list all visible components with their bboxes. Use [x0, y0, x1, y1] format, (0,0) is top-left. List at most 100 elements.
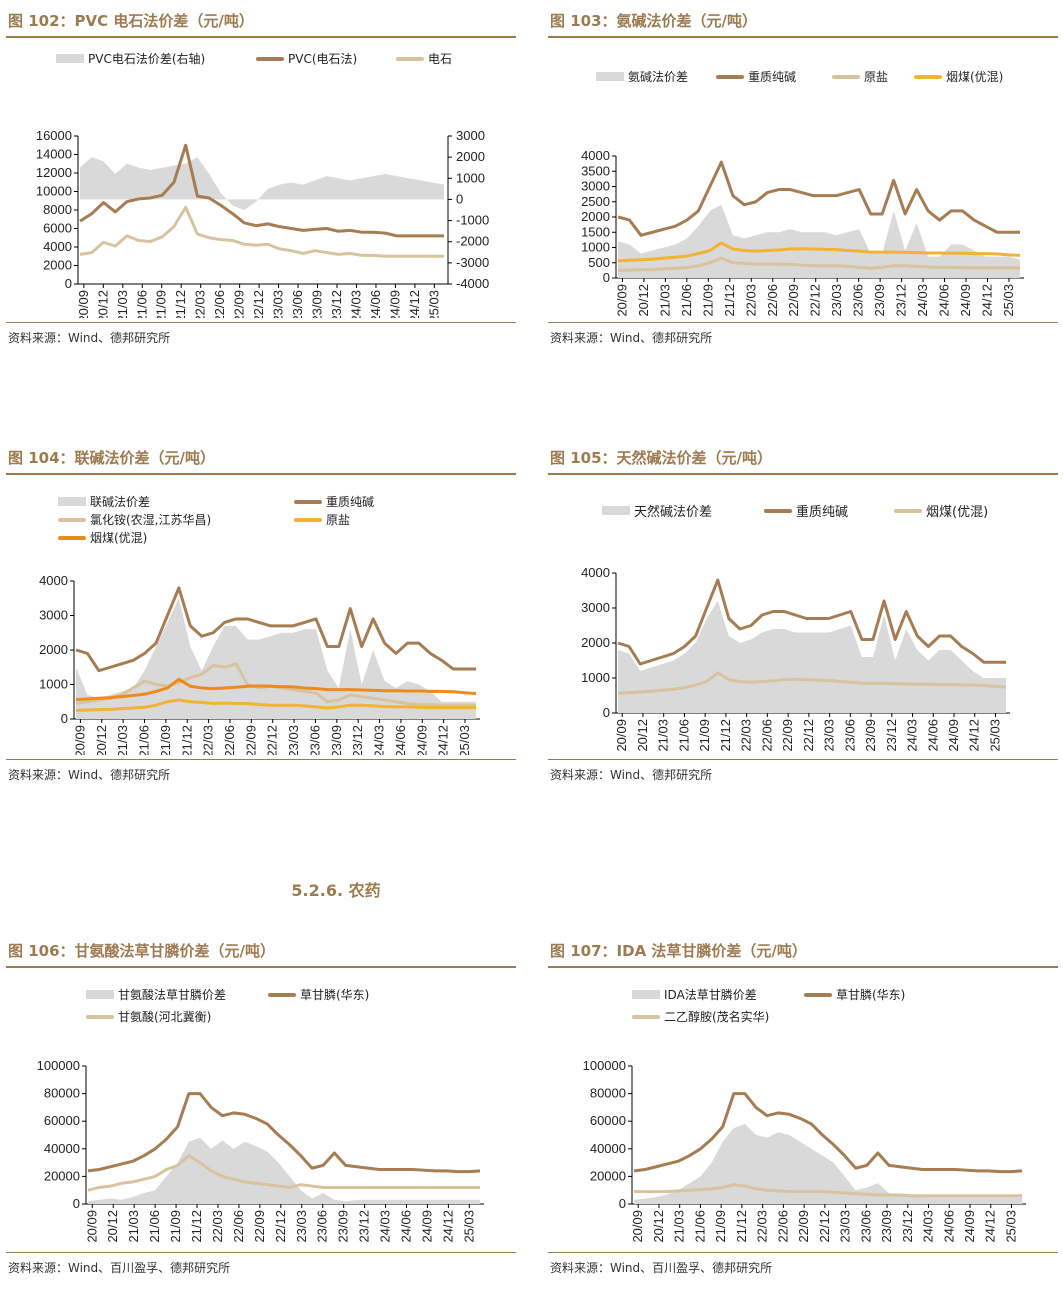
- x-tick-label: 21/06: [137, 725, 152, 755]
- x-tick-label: 23/09: [872, 284, 887, 317]
- figure-title: 图 107：IDA 法草甘膦价差（元/吨）: [550, 942, 807, 960]
- x-tick-label: 22/03: [210, 1210, 225, 1243]
- x-tick-label: 24/12: [979, 284, 994, 317]
- legend-item-spread: 甘氨酸法草甘膦价差: [86, 986, 226, 1003]
- title-rule: [6, 473, 516, 475]
- chart: 氨碱法价差 重质纯碱 原盐 烟煤(优混) 0 500 1000 1500 2000 250…: [548, 38, 1058, 318]
- x-tick-label: 21/12: [734, 1210, 749, 1243]
- legend-swatch: [58, 535, 86, 540]
- y-tick-label-right: -3000: [456, 255, 489, 270]
- chart: 联碱法价差 重质纯碱 氯化铵(农湿,江苏华昌) 原盐 烟煤(优混) 0 1000 2…: [6, 475, 516, 755]
- legend-item-spread: 天然碱法价差: [602, 501, 712, 520]
- legend-swatch: [914, 74, 942, 79]
- legend-item-coal: 烟煤(优混): [894, 501, 988, 520]
- y-tick-label: 2500: [581, 194, 610, 209]
- y-tick-label-right: -1000: [456, 213, 489, 228]
- y-tick-label: 0: [65, 276, 72, 291]
- y-tick-label: 2000: [43, 258, 72, 273]
- x-tick-label: 24/09: [414, 725, 429, 755]
- x-tick-label: 23/03: [286, 725, 301, 755]
- y-tick-label: 4000: [581, 148, 610, 163]
- x-tick-label: 22/09: [786, 284, 801, 317]
- x-tick-label: 22/12: [801, 719, 816, 752]
- y-tick-label: 3500: [581, 163, 610, 178]
- series-line-1: [617, 160, 1020, 237]
- x-tick-label: 21/03: [656, 719, 671, 752]
- y-tick-label: 40000: [590, 1141, 626, 1156]
- legend-swatch: [632, 1014, 660, 1019]
- title-rule: [6, 966, 516, 968]
- x-tick-label: 23/03: [271, 290, 286, 318]
- y-tick-label: 1500: [581, 224, 610, 239]
- x-tick-label: 23/03: [822, 719, 837, 752]
- series-line-1: [79, 143, 444, 238]
- x-tick-label: 23/09: [863, 719, 878, 752]
- legend-swatch: [764, 508, 792, 513]
- x-tick-label: 22/09: [243, 725, 258, 755]
- x-tick-label: 22/09: [252, 1210, 267, 1243]
- x-tick-label: 20/09: [614, 719, 629, 752]
- source-note: 资料来源：Wind、德邦研究所: [8, 331, 171, 345]
- x-tick-label: 22/06: [765, 284, 780, 317]
- legend-swatch: [602, 506, 630, 515]
- x-tick-label: 22/09: [232, 290, 247, 318]
- x-tick-label: 23/09: [336, 1210, 351, 1243]
- legend-item-glycine: 甘氨酸(河北冀衡): [86, 1008, 211, 1025]
- x-tick-label: 22/03: [193, 290, 208, 318]
- x-tick-label: 21/06: [692, 1210, 707, 1243]
- x-tick-label: 22/06: [212, 290, 227, 318]
- x-tick-label: 22/03: [739, 719, 754, 752]
- legend-swatch: [58, 497, 86, 506]
- legend-item-pvc: PVC(电石法): [256, 50, 357, 67]
- legend-swatch: [396, 56, 424, 61]
- x-tick-label: 23/12: [894, 284, 909, 317]
- x-tick-label: 25/03: [987, 719, 1002, 752]
- y-tick-label: 500: [588, 255, 610, 270]
- series-line-1: [617, 578, 1006, 666]
- x-tick-label: 20/09: [72, 725, 87, 755]
- legend-item-spread: IDA法草甘膦价差: [632, 986, 757, 1003]
- x-tick-label: 21/12: [179, 725, 194, 755]
- legend-swatch: [716, 74, 744, 79]
- legend-item-diethanolamine: 二乙醇胺(茂名实华): [632, 1008, 769, 1025]
- section-title: 5.2.6. 农药: [291, 881, 381, 900]
- legend-item-glyphosate: 草甘膦(华东): [268, 986, 369, 1003]
- x-tick-label: 21/09: [158, 725, 173, 755]
- x-tick-label: 24/09: [958, 284, 973, 317]
- legend-swatch: [596, 72, 624, 81]
- legend-item-salt: 原盐: [832, 68, 888, 85]
- legend-item-spread: 联碱法价差: [58, 493, 150, 510]
- series-line-3: [75, 698, 476, 712]
- x-tick-label: 23/09: [879, 1210, 894, 1243]
- x-tick-label: 24/12: [436, 725, 451, 755]
- legend-item-spread: 氨碱法价差: [596, 68, 688, 85]
- source-rule: [548, 759, 1058, 760]
- x-tick-label: 24/06: [925, 719, 940, 752]
- title-rule: [548, 36, 1058, 38]
- chart: 天然碱法价差 重质纯碱 烟煤(优混) 0 1000 2000 3000 4000 20/0…: [548, 475, 1058, 755]
- x-tick-label: 20/12: [94, 725, 109, 755]
- legend: 甘氨酸法草甘膦价差 草甘膦(华东) 甘氨酸(河北冀衡): [86, 986, 516, 1026]
- x-tick-label: 24/03: [915, 284, 930, 317]
- x-tick-label: 23/12: [329, 290, 344, 318]
- legend-swatch: [256, 56, 284, 61]
- x-tick-label: 25/03: [457, 725, 472, 755]
- series-line-1: [87, 1092, 481, 1174]
- y-tick-label-right: 2000: [456, 149, 485, 164]
- x-tick-label: 22/03: [743, 284, 758, 317]
- x-tick-label: 25/03: [426, 290, 441, 318]
- series-area-0: [88, 1137, 480, 1204]
- y-tick-label: 1000: [39, 677, 68, 692]
- series-line-1: [633, 1092, 1023, 1174]
- x-tick-label: 20/09: [630, 1210, 645, 1243]
- y-tick-label: 0: [61, 711, 68, 726]
- x-tick-label: 20/09: [76, 290, 91, 318]
- x-tick-label: 21/03: [657, 284, 672, 317]
- x-tick-label: 24/03: [348, 290, 363, 318]
- x-tick-label: 25/03: [1001, 284, 1016, 317]
- x-tick-label: 22/06: [775, 1210, 790, 1243]
- series-line-2: [617, 256, 1020, 272]
- x-tick-label: 23/06: [842, 719, 857, 752]
- legend-item-salt: 原盐: [294, 511, 350, 528]
- x-tick-label: 22/12: [251, 290, 266, 318]
